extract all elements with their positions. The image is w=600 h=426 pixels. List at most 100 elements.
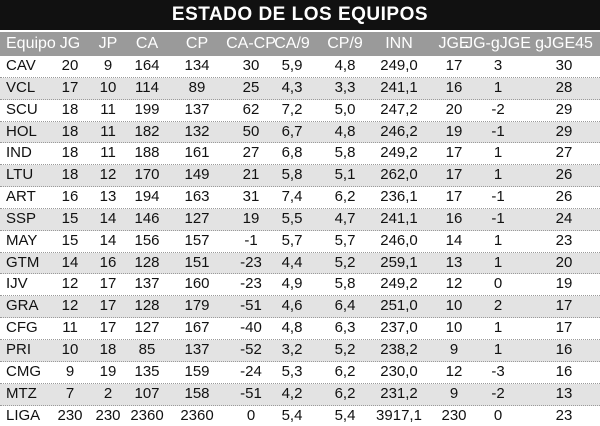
stat-cell: 12	[100, 165, 117, 185]
team-cell: IJV	[6, 274, 28, 294]
stat-cell: 194	[134, 187, 159, 207]
stat-cell: 241,1	[380, 209, 418, 229]
stat-cell: 137	[134, 274, 159, 294]
stat-cell: 4,4	[282, 253, 303, 273]
stat-cell: -2	[491, 384, 504, 404]
stat-cell: -23	[240, 274, 262, 294]
stat-cell: 12	[446, 362, 463, 382]
stat-cell: 1	[494, 78, 502, 98]
stat-cell: 2	[494, 296, 502, 316]
stat-cell: 2360	[180, 406, 213, 426]
stat-cell: -2	[491, 100, 504, 120]
stat-cell: 12	[446, 274, 463, 294]
stat-cell: 237,0	[380, 318, 418, 338]
col-header-inn: INN	[385, 32, 413, 56]
stat-cell: 157	[184, 231, 209, 251]
team-cell: GRA	[6, 296, 39, 316]
stat-cell: 259,1	[380, 253, 418, 273]
stat-cell: 132	[184, 122, 209, 142]
stat-cell: 20	[556, 253, 573, 273]
stat-cell: 18	[62, 143, 79, 163]
stat-cell: 5,0	[335, 100, 356, 120]
stat-cell: 262,0	[380, 165, 418, 185]
stat-cell: 2360	[130, 406, 163, 426]
stat-cell: 17	[446, 143, 463, 163]
stat-cell: 246,0	[380, 231, 418, 251]
stat-cell: 18	[62, 100, 79, 120]
stat-cell: 5,3	[282, 362, 303, 382]
stat-cell: 158	[184, 384, 209, 404]
stat-cell: 27	[556, 143, 573, 163]
stat-cell: 20	[62, 56, 79, 76]
stat-cell: 230	[441, 406, 466, 426]
team-cell: CMG	[6, 362, 41, 382]
col-header-cp: CP	[186, 32, 208, 56]
table-title: ESTADO DE LOS EQUIPOS	[0, 0, 600, 30]
stat-cell: 146	[134, 209, 159, 229]
stat-cell: 18	[62, 165, 79, 185]
stat-cell: 230,0	[380, 362, 418, 382]
team-cell: SCU	[6, 100, 38, 120]
stat-cell: 14	[100, 231, 117, 251]
col-header-ca9: CA/9	[274, 32, 310, 56]
stat-cell: 26	[556, 187, 573, 207]
stat-cell: 19	[446, 122, 463, 142]
stat-cell: 11	[100, 100, 116, 120]
stat-cell: 16	[556, 362, 573, 382]
stat-cell: 3917,1	[376, 406, 422, 426]
stat-cell: 18	[62, 122, 79, 142]
stat-cell: 170	[134, 165, 159, 185]
stat-cell: 6,3	[335, 318, 356, 338]
stat-cell: 164	[134, 56, 159, 76]
stat-cell: 236,1	[380, 187, 418, 207]
col-header-ca: CA	[136, 32, 158, 56]
stat-cell: 17	[62, 78, 79, 98]
stat-cell: 249,2	[380, 143, 418, 163]
stat-cell: 127	[184, 209, 209, 229]
team-cell: CFG	[6, 318, 38, 338]
stat-cell: 188	[134, 143, 159, 163]
stat-cell: 1	[494, 231, 502, 251]
stat-cell: 16	[446, 209, 463, 229]
stat-cell: 4,8	[335, 56, 356, 76]
stat-cell: 15	[62, 209, 79, 229]
stat-cell: -1	[491, 187, 504, 207]
stat-cell: 134	[184, 56, 209, 76]
stat-cell: 62	[243, 100, 260, 120]
stat-cell: 182	[134, 122, 159, 142]
stat-cell: 3,3	[335, 78, 356, 98]
stat-cell: 16	[556, 340, 573, 360]
stat-cell: 15	[62, 231, 79, 251]
stat-cell: 14	[100, 209, 117, 229]
stat-cell: -51	[240, 296, 262, 316]
stat-cell: 17	[446, 165, 463, 185]
stat-cell: 11	[100, 122, 116, 142]
stat-cell: 151	[184, 253, 209, 273]
stat-cell: 5,5	[282, 209, 303, 229]
stat-cell: 137	[184, 340, 209, 360]
stat-cell: 9	[66, 362, 74, 382]
stat-cell: 1	[494, 340, 502, 360]
stat-cell: 127	[134, 318, 159, 338]
stat-cell: 5,8	[282, 165, 303, 185]
stat-cell: 5,7	[335, 231, 356, 251]
stat-cell: 6,7	[282, 122, 303, 142]
stat-cell: 17	[446, 187, 463, 207]
col-header-jp: JP	[99, 32, 118, 56]
stat-cell: 199	[134, 100, 159, 120]
stat-cell: 10	[446, 318, 463, 338]
stat-cell: 156	[134, 231, 159, 251]
stat-cell: 89	[189, 78, 206, 98]
stat-cell: 114	[135, 78, 159, 98]
stat-cell: 19	[243, 209, 260, 229]
stat-cell: 179	[184, 296, 209, 316]
stat-cell: 23	[556, 231, 573, 251]
